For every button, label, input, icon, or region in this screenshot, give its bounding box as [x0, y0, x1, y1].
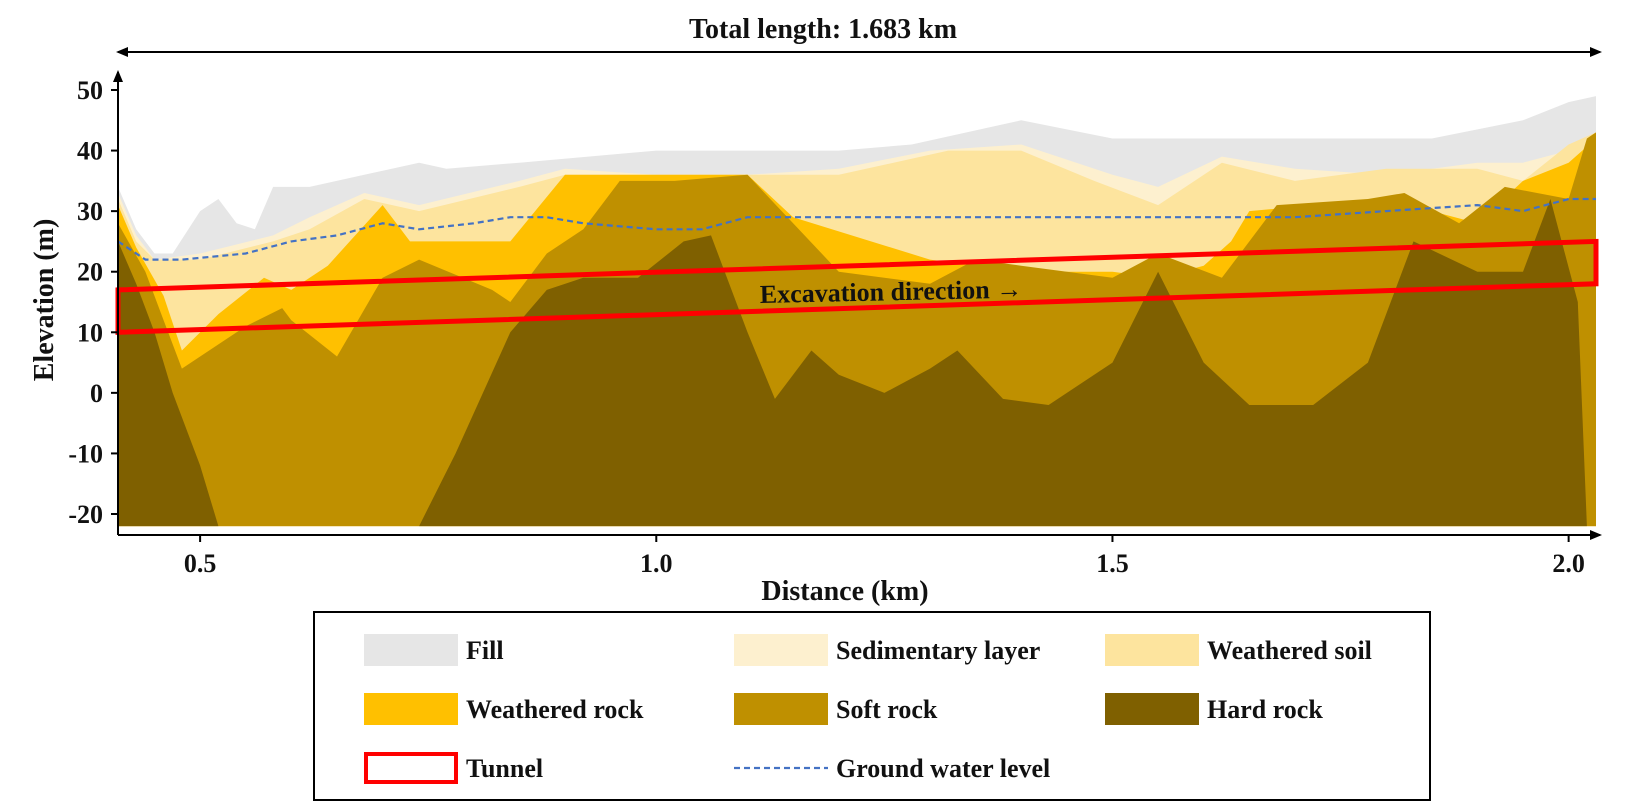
y-tick-label: 0 [90, 379, 103, 408]
legend-label: Sedimentary layer [836, 636, 1040, 665]
x-ticks: 0.5 1.0 1.5 2.0 [184, 535, 1585, 578]
legend-label: Soft rock [836, 695, 938, 724]
legend-label: Weathered rock [466, 695, 644, 724]
legend-item-hard-rock: Hard rock [1105, 693, 1323, 725]
y-tick-label: 30 [77, 197, 103, 226]
y-tick-label: 40 [77, 137, 103, 166]
layers-group [118, 96, 1596, 527]
ground-water-line [117, 197, 1596, 261]
x-tick-label: 0.5 [184, 549, 217, 578]
x-axis-label: Distance (km) [761, 576, 928, 607]
legend-swatch [734, 634, 828, 666]
legend-label: Weathered soil [1207, 636, 1372, 665]
legend-swatch [364, 634, 458, 666]
legend-swatch [1105, 634, 1199, 666]
legend-item-sedimentary: Sedimentary layer [734, 634, 1040, 666]
layer-hard-rock [118, 199, 1587, 527]
y-tick-label: 50 [77, 76, 103, 105]
axes-group [113, 70, 1602, 540]
legend-item-soft-rock: Soft rock [734, 693, 938, 725]
legend-label: Fill [466, 636, 504, 665]
legend-item-tunnel: Tunnel [364, 752, 543, 784]
legend-box [313, 611, 1431, 801]
legend-label: Ground water level [836, 754, 1050, 783]
legend-item-groundwater: Ground water level [734, 754, 1050, 783]
y-tick-label: -10 [68, 439, 103, 468]
legend-item-weathered-rock: Weathered rock [364, 693, 644, 725]
y-ticks: 50 40 30 20 10 0 -10 -20 [68, 76, 118, 529]
legend-swatch [364, 693, 458, 725]
y-tick-label: -20 [68, 500, 103, 529]
y-tick-label: 10 [77, 318, 103, 347]
y-axis-label: Elevation (m) [29, 219, 60, 382]
legend-swatch [364, 752, 458, 784]
y-tick-label: 20 [77, 258, 103, 287]
water-group [117, 197, 1596, 261]
x-tick-label: 2.0 [1552, 549, 1585, 578]
legend-label: Tunnel [466, 754, 543, 783]
x-tick-label: 1.5 [1096, 549, 1129, 578]
legend-swatch [1105, 693, 1199, 725]
legend-swatch [734, 693, 828, 725]
chart-title: Total length: 1.683 km [689, 14, 957, 45]
legend-item-fill: Fill [364, 634, 504, 666]
excavation-annotation: Excavation direction → [760, 275, 1023, 309]
legend-item-weathered-soil: Weathered soil [1105, 634, 1372, 666]
legend: Fill Sedimentary layer Weathered soil Weath… [364, 634, 1372, 784]
x-tick-label: 1.0 [640, 549, 673, 578]
legend-label: Hard rock [1207, 695, 1323, 724]
